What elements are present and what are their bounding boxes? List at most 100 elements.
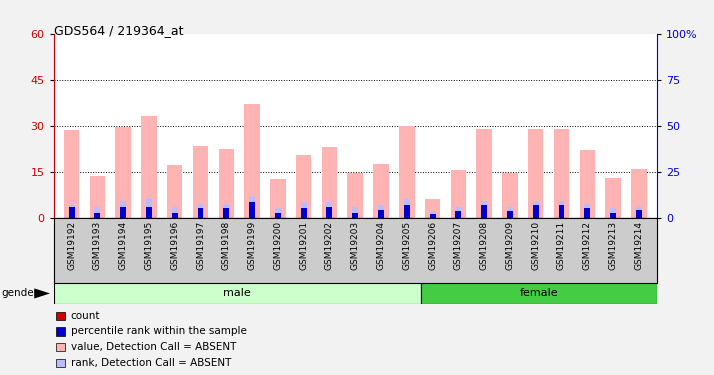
Bar: [223, 209, 229, 218]
Bar: [430, 214, 436, 217]
Text: GSM19207: GSM19207: [454, 221, 463, 270]
Bar: [120, 207, 126, 218]
Bar: [249, 202, 255, 217]
Bar: [172, 213, 178, 217]
Bar: [301, 209, 306, 218]
Bar: [502, 173, 518, 217]
Bar: [373, 164, 388, 218]
Bar: [610, 209, 616, 218]
Bar: [378, 210, 384, 218]
Bar: [193, 146, 208, 218]
Bar: [421, 283, 657, 304]
Bar: [275, 209, 281, 218]
Bar: [94, 213, 101, 217]
Bar: [141, 116, 156, 218]
Bar: [198, 209, 203, 218]
Text: rank, Detection Call = ABSENT: rank, Detection Call = ABSENT: [71, 358, 231, 368]
Bar: [430, 214, 436, 217]
Bar: [301, 202, 306, 217]
Text: GSM19201: GSM19201: [299, 221, 308, 270]
Bar: [172, 207, 178, 218]
Text: GSM19214: GSM19214: [634, 221, 643, 270]
Text: GSM19212: GSM19212: [583, 221, 592, 270]
Bar: [584, 209, 590, 218]
Bar: [326, 207, 333, 218]
Bar: [481, 205, 487, 218]
Bar: [301, 209, 306, 218]
Bar: [69, 207, 74, 218]
Bar: [636, 210, 642, 218]
Bar: [352, 207, 358, 218]
Text: GDS564 / 219364_at: GDS564 / 219364_at: [54, 24, 183, 38]
Text: GSM19209: GSM19209: [506, 221, 514, 270]
Bar: [116, 127, 131, 218]
Bar: [399, 126, 415, 218]
Bar: [275, 213, 281, 217]
Bar: [378, 210, 384, 218]
Text: GSM19208: GSM19208: [480, 221, 488, 270]
Text: count: count: [71, 311, 100, 321]
Bar: [533, 201, 538, 217]
Bar: [456, 207, 461, 218]
Bar: [120, 201, 126, 217]
Bar: [244, 104, 260, 218]
Bar: [223, 209, 229, 218]
Bar: [425, 199, 441, 217]
Text: gender: gender: [1, 288, 39, 298]
Bar: [528, 129, 543, 217]
Bar: [326, 207, 333, 218]
Bar: [554, 129, 569, 217]
Text: GSM19204: GSM19204: [376, 221, 386, 270]
Text: male: male: [223, 288, 251, 298]
Bar: [270, 179, 286, 218]
Text: female: female: [520, 288, 558, 298]
Bar: [507, 207, 513, 218]
Bar: [326, 202, 333, 217]
Bar: [54, 283, 421, 304]
Text: GSM19213: GSM19213: [608, 221, 618, 270]
Bar: [249, 196, 255, 217]
Bar: [631, 168, 647, 217]
Bar: [94, 207, 101, 218]
Text: GSM19194: GSM19194: [119, 221, 128, 270]
Bar: [275, 213, 281, 217]
Bar: [198, 204, 203, 218]
Bar: [507, 211, 513, 217]
Bar: [636, 207, 642, 218]
Polygon shape: [34, 288, 50, 298]
Bar: [430, 211, 436, 217]
Text: GSM19206: GSM19206: [428, 221, 437, 270]
Text: GSM19196: GSM19196: [170, 221, 179, 270]
Bar: [322, 147, 337, 218]
Bar: [167, 165, 183, 218]
Bar: [146, 198, 152, 217]
Bar: [223, 204, 229, 218]
Text: GSM19203: GSM19203: [351, 221, 360, 270]
Bar: [172, 213, 178, 217]
Text: GSM19210: GSM19210: [531, 221, 540, 270]
Bar: [352, 213, 358, 217]
Bar: [580, 150, 595, 217]
Text: GSM19197: GSM19197: [196, 221, 205, 270]
Bar: [218, 148, 234, 217]
Bar: [378, 205, 384, 218]
Text: percentile rank within the sample: percentile rank within the sample: [71, 327, 246, 336]
Bar: [352, 213, 358, 217]
Bar: [451, 170, 466, 217]
Bar: [636, 210, 642, 218]
Bar: [456, 211, 461, 217]
Bar: [558, 201, 565, 217]
Bar: [120, 207, 126, 218]
Bar: [69, 205, 74, 218]
Bar: [533, 205, 538, 218]
Bar: [198, 209, 203, 218]
Text: GSM19199: GSM19199: [248, 221, 256, 270]
Bar: [94, 213, 101, 217]
Text: GSM19192: GSM19192: [67, 221, 76, 270]
Bar: [533, 205, 538, 218]
Bar: [456, 211, 461, 217]
Text: GSM19205: GSM19205: [402, 221, 411, 270]
Text: GSM19202: GSM19202: [325, 221, 334, 270]
Bar: [249, 202, 255, 217]
Bar: [558, 205, 565, 218]
